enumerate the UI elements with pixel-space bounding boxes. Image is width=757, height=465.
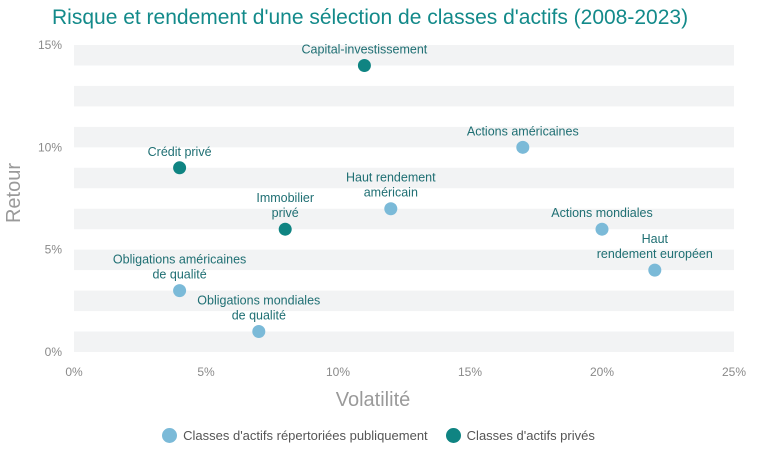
data-point — [252, 325, 266, 339]
data-label: Haut rendement européen — [597, 232, 713, 261]
chart-title: Risque et rendement d'une sélection de c… — [52, 6, 689, 29]
legend-swatch-public — [162, 428, 178, 443]
data-label: Obligations américaines de qualité — [113, 253, 246, 282]
legend: Classes d'actifs répertoriées publiqueme… — [0, 428, 757, 443]
grid-band — [74, 249, 734, 271]
legend-item-public: Classes d'actifs répertoriées publiqueme… — [162, 428, 428, 443]
x-tick-label: 25% — [722, 365, 746, 379]
legend-label-private: Classes d'actifs privés — [466, 428, 595, 443]
grid-band — [74, 85, 734, 107]
data-point — [648, 263, 662, 277]
scatter-plot: 0% 5% 10% 15% 0% 5% 10% 15% 20% 25% Retour Volat… — [3, 38, 746, 411]
grid-band — [74, 167, 734, 189]
data-point — [357, 58, 371, 72]
grid-band — [74, 208, 734, 230]
legend-label-public: Classes d'actifs répertoriées publiqueme… — [183, 428, 428, 443]
y-tick-label: 0% — [45, 345, 63, 359]
grid-band — [74, 290, 734, 312]
data-point — [516, 140, 530, 154]
data-label: Crédit privé — [148, 145, 212, 159]
data-label: Haut rendement américain — [346, 171, 436, 200]
grid-band — [74, 45, 734, 66]
legend-item-private: Classes d'actifs privés — [445, 428, 595, 443]
data-label: Actions américaines — [467, 124, 579, 138]
y-tick-label: 10% — [38, 140, 62, 154]
data-label: Obligations mondiales de qualité — [197, 294, 320, 323]
x-tick-label: 0% — [65, 365, 83, 379]
y-tick-label: 5% — [45, 243, 63, 257]
x-tick-label: 20% — [590, 365, 614, 379]
x-axis-title: Volatilité — [336, 389, 411, 411]
grid-band — [74, 331, 734, 352]
data-point — [173, 284, 187, 298]
data-point — [278, 222, 292, 236]
data-point — [595, 222, 609, 236]
data-label: Actions mondiales — [551, 206, 652, 220]
grid-band — [74, 126, 734, 148]
x-tick-label: 10% — [326, 365, 350, 379]
data-point — [173, 161, 187, 175]
x-tick-label: 5% — [197, 365, 215, 379]
legend-swatch-private — [445, 428, 461, 443]
y-axis-title: Retour — [3, 163, 25, 223]
data-point — [384, 202, 398, 216]
data-label: Immobilier privé — [256, 191, 314, 220]
data-label: Capital-investissement — [302, 42, 428, 56]
x-tick-label: 15% — [458, 365, 482, 379]
y-tick-label: 15% — [38, 38, 62, 52]
